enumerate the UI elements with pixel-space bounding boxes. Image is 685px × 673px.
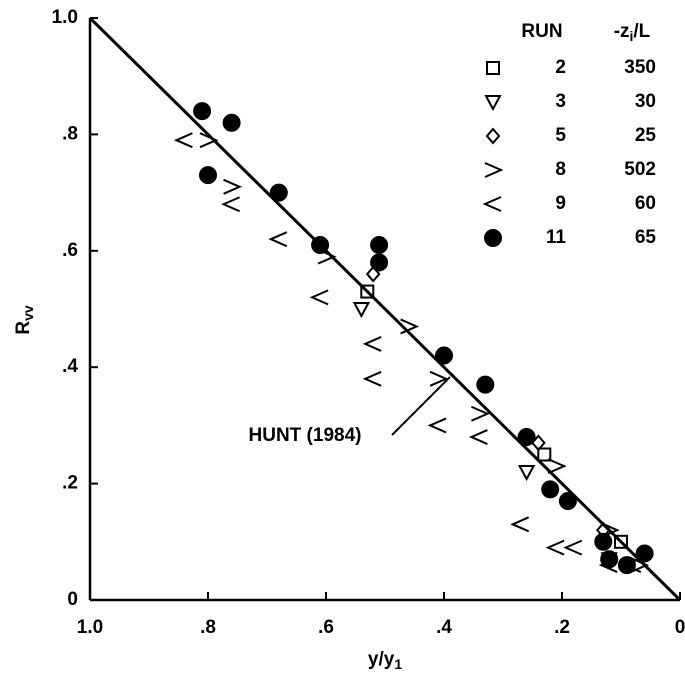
point: [311, 235, 330, 254]
point: [360, 284, 375, 299]
legend-run: 9: [555, 193, 566, 214]
point: [517, 464, 536, 482]
x-tick-label: 1.0: [77, 617, 103, 638]
annotation-leader: [391, 376, 451, 436]
legend-header: -zi/L: [614, 21, 651, 44]
point: [222, 113, 241, 132]
x-tick-label: .6: [318, 617, 334, 638]
point: [594, 532, 613, 551]
legend-run: 11: [546, 227, 567, 248]
point: [309, 289, 329, 306]
point: [435, 346, 453, 365]
point: [362, 336, 382, 352]
point: [617, 556, 636, 575]
legend-zi-l: 25: [635, 125, 657, 146]
y-tick-label: 0: [67, 589, 78, 610]
point: [545, 539, 565, 556]
legend-marker: [484, 229, 502, 247]
point: [600, 550, 619, 569]
legend-marker: [482, 196, 502, 212]
y-tick-label: 1.0: [52, 7, 78, 28]
point: [517, 428, 536, 447]
point: [269, 183, 288, 202]
legend-marker: [484, 95, 502, 112]
point: [400, 318, 420, 335]
point: [370, 235, 389, 254]
point: [429, 370, 449, 387]
legend-run: 3: [555, 91, 566, 112]
legend-zi-l: 30: [635, 91, 656, 112]
x-axis-label: y/y1: [368, 649, 402, 672]
point: [199, 132, 219, 149]
y-tick-label: .4: [62, 356, 78, 377]
x-tick-label: .2: [554, 617, 570, 638]
legend-marker: [485, 127, 501, 145]
annotation: HUNT (1984): [249, 425, 362, 446]
y-tick-label: .6: [62, 240, 78, 261]
point: [547, 458, 567, 475]
point: [537, 447, 552, 462]
x-tick-label: .4: [436, 617, 452, 638]
point: [173, 132, 193, 149]
legend-marker: [486, 61, 500, 75]
fit-line: [88, 16, 682, 602]
legend-run: 2: [555, 57, 566, 78]
point: [365, 265, 381, 283]
legend-zi-l: 502: [624, 159, 656, 180]
point: [193, 102, 212, 121]
legend-run: 8: [555, 159, 566, 180]
legend-zi-l: 60: [635, 193, 656, 214]
y-tick-label: .8: [62, 123, 78, 144]
legend-marker: [484, 162, 504, 178]
legend-zi-l: 65: [635, 227, 657, 248]
point: [362, 370, 382, 387]
point: [199, 166, 217, 185]
point: [614, 534, 628, 549]
point: [223, 178, 243, 195]
point: [558, 492, 577, 511]
point: [470, 405, 490, 422]
point: [476, 375, 495, 394]
point: [370, 253, 389, 272]
point: [427, 417, 447, 434]
x-tick-label: .8: [200, 617, 216, 638]
point: [635, 544, 654, 563]
point: [221, 196, 241, 213]
point: [510, 516, 530, 533]
point: [352, 302, 371, 319]
y-axis-label: Rvv: [13, 305, 36, 335]
legend-run: 5: [555, 125, 566, 146]
point: [541, 480, 560, 499]
legend-header: RUN: [521, 21, 562, 42]
x-tick-label: 0: [675, 617, 685, 638]
point: [468, 429, 488, 445]
point: [268, 231, 288, 248]
y-tick-label: .2: [62, 473, 78, 494]
legend-zi-l: 350: [624, 57, 656, 78]
point: [563, 539, 583, 556]
